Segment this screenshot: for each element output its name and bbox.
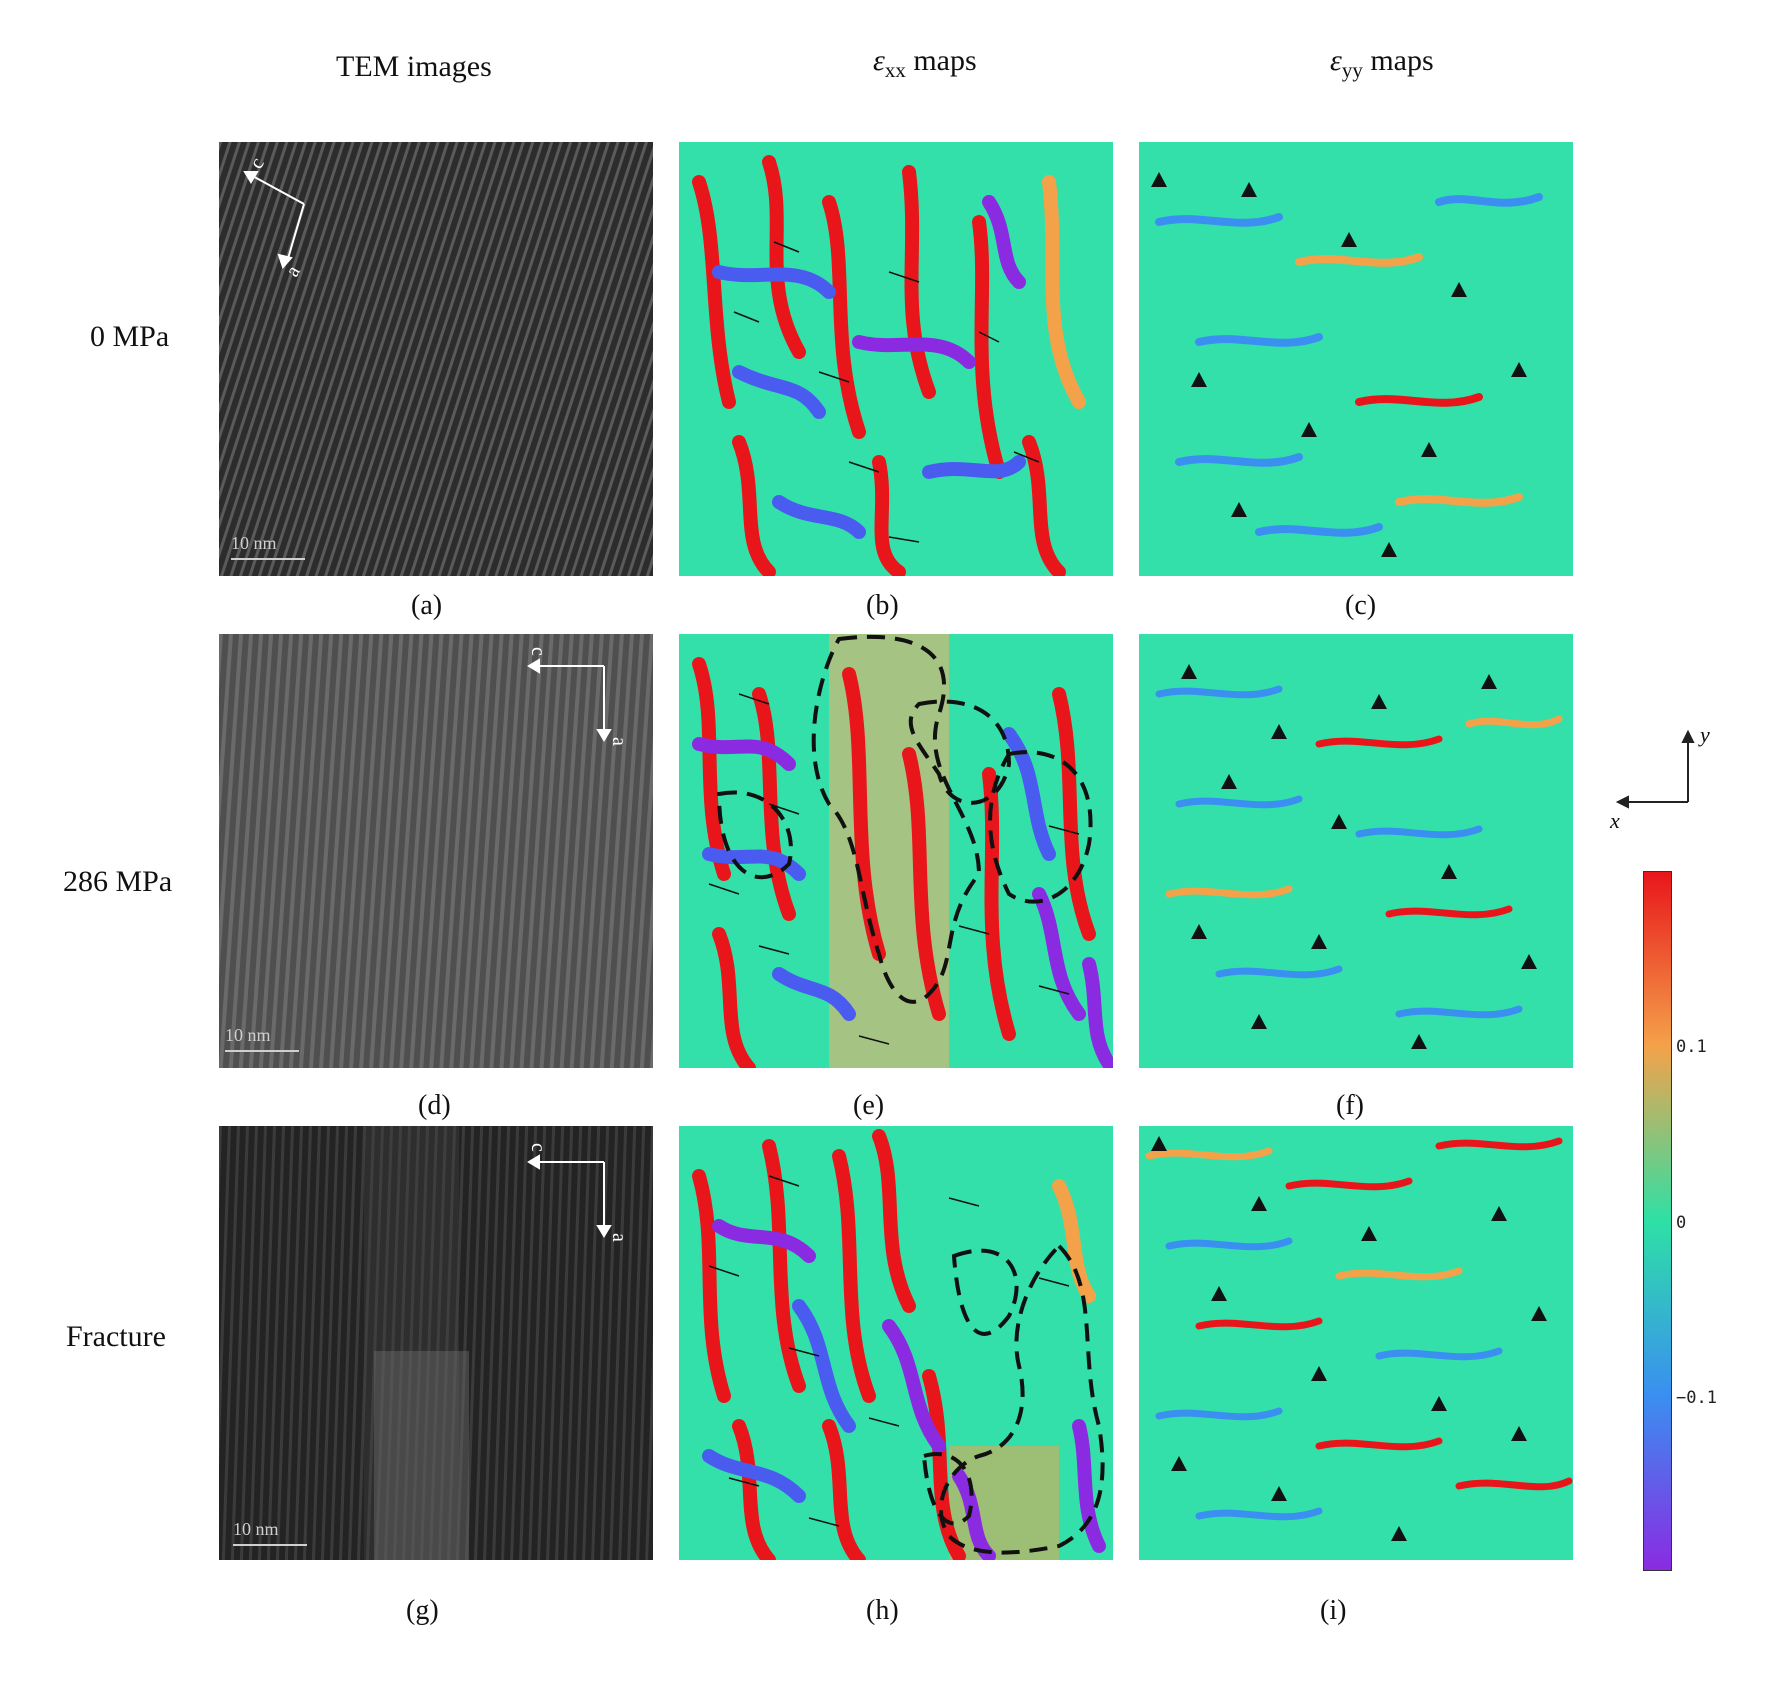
- xy-axes-indicator: [1615, 729, 1695, 809]
- exx-strain-map-h: [679, 1126, 1113, 1560]
- eyy-strain-map-f: [1139, 634, 1573, 1068]
- exx-strain-map-e: [679, 634, 1113, 1068]
- tem-lattice-fringes: [219, 142, 653, 576]
- axis-a-label: a: [607, 1233, 630, 1242]
- exx-map-h: [679, 1126, 1113, 1560]
- eyy-map-i: [1139, 1126, 1573, 1560]
- column-header-tem: TEM images: [336, 50, 492, 84]
- eyy-map-c: [1139, 142, 1573, 576]
- panel-label-i: (i): [1320, 1595, 1347, 1626]
- scale-bar-line: [231, 558, 305, 560]
- exx-subscript: xx: [884, 58, 906, 82]
- row-label-0mpa: 0 MPa: [90, 320, 170, 353]
- tem-lattice-fringes: [219, 634, 653, 1068]
- scale-bar-text: 10 nm: [225, 1025, 271, 1045]
- row-label-286mpa: 286 MPa: [63, 865, 173, 898]
- scale-bar-text: 10 nm: [233, 1519, 279, 1539]
- eyy-strain-map-c: [1139, 142, 1573, 576]
- scale-bar-line: [233, 1544, 307, 1546]
- column-header-tem-text: TEM images: [336, 50, 492, 83]
- column-header-eyy: εyy maps: [1330, 44, 1434, 83]
- panel-label-e: (e): [853, 1090, 885, 1121]
- exx-word: maps: [913, 44, 977, 77]
- panel-label-b: (b): [866, 590, 899, 621]
- colorbar-tick-0: 0: [1676, 1213, 1687, 1233]
- scale-bar-text: 10 nm: [231, 533, 277, 553]
- epsilon-symbol: ε: [873, 44, 885, 77]
- tem-image-d: c a 10 nm: [219, 634, 653, 1068]
- eyy-map-f: [1139, 634, 1573, 1068]
- colorbar-tick-neg-0.1: −0.1: [1676, 1388, 1717, 1408]
- epsilon-symbol: ε: [1330, 44, 1342, 77]
- tem-lattice-fringes: [219, 1126, 653, 1560]
- axis-y-label: y: [1700, 722, 1710, 747]
- scale-bar: 10 nm: [231, 533, 305, 560]
- panel-label-c: (c): [1345, 590, 1377, 621]
- eyy-strain-map-i: [1139, 1126, 1573, 1560]
- scale-bar-line: [225, 1050, 299, 1052]
- exx-map-b: [679, 142, 1113, 576]
- tem-image-g: c a 10 nm: [219, 1126, 653, 1560]
- panel-label-h: (h): [866, 1595, 899, 1626]
- eyy-word: maps: [1370, 44, 1434, 77]
- exx-map-e: [679, 634, 1113, 1068]
- colorbar: [1643, 871, 1672, 1571]
- tem-image-a: c a 10 nm: [219, 142, 653, 576]
- panel-label-d: (d): [418, 1090, 451, 1121]
- exx-strain-map-b: [679, 142, 1113, 576]
- scale-bar: 10 nm: [225, 1025, 299, 1052]
- scale-bar: 10 nm: [233, 1519, 307, 1546]
- axis-x-label: x: [1610, 808, 1620, 833]
- axis-c-label: c: [526, 647, 549, 656]
- panel-label-a: (a): [411, 590, 443, 621]
- axis-c-label: c: [526, 1143, 549, 1152]
- column-header-exx: εxx maps: [873, 44, 977, 83]
- colorbar-tick-0.1: 0.1: [1676, 1037, 1707, 1057]
- panel-label-f: (f): [1336, 1090, 1364, 1121]
- eyy-subscript: yy: [1341, 58, 1363, 82]
- axis-a-label: a: [607, 737, 630, 746]
- row-label-fracture: Fracture: [66, 1320, 166, 1353]
- panel-label-g: (g): [406, 1595, 439, 1626]
